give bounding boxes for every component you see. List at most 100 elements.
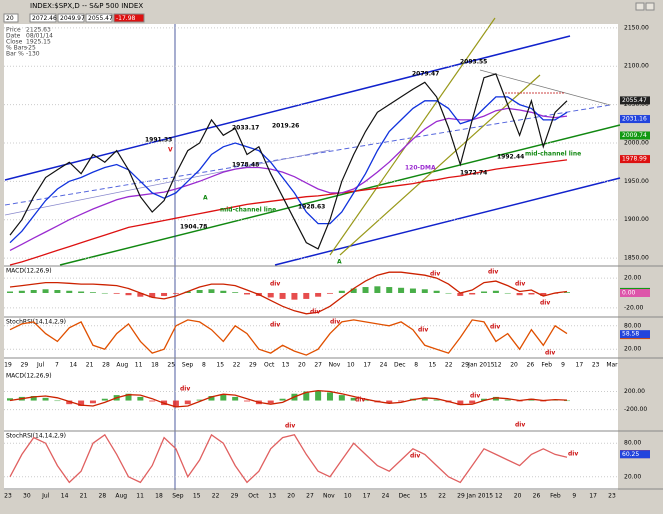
series-line — [9, 389, 568, 408]
x-tick-label: 22 — [445, 362, 453, 369]
min-button[interactable] — [635, 2, 645, 11]
histogram-bar — [481, 398, 488, 401]
x-tick-label: 17 — [589, 493, 597, 500]
histogram-bar — [7, 291, 13, 293]
x-tick-label: Jul — [41, 493, 50, 500]
series-line — [9, 433, 568, 484]
trend-line — [4, 149, 331, 216]
histogram-bar — [398, 287, 405, 293]
x-tick-label: 7 — [55, 362, 59, 369]
x-tick-label: 10 — [344, 493, 352, 500]
histogram-bar — [386, 400, 393, 404]
x-tick-label: Feb — [550, 493, 561, 500]
annotation: div — [470, 393, 480, 400]
histogram-bar — [184, 291, 191, 293]
histogram-bar — [208, 289, 215, 293]
x-tick-label: Dec — [399, 493, 411, 500]
trend-line — [59, 124, 621, 266]
panel-label: MACD(12,26,9) — [6, 268, 52, 275]
annotation: div — [285, 423, 295, 430]
histogram-bar — [315, 390, 322, 401]
series-line — [9, 107, 568, 251]
info-label: Date — [6, 33, 21, 40]
y-tick-label: 20.00 — [624, 473, 641, 480]
y-tick-label: 80.00 — [624, 440, 641, 447]
annotation: 1991.33 — [145, 137, 172, 144]
value-tag-label: 1978.99 — [622, 156, 647, 163]
trend-line — [339, 74, 541, 256]
histogram-bar — [504, 399, 511, 401]
trend-line — [479, 69, 611, 106]
x-tick-label: Mar — [606, 362, 618, 369]
field-value: 2055.47 — [88, 15, 113, 22]
value-tag-label: 2009.74 — [622, 132, 647, 139]
x-tick-label: Oct — [264, 362, 275, 369]
value-tag — [620, 115, 650, 124]
x-tick-label: Oct — [248, 493, 259, 500]
histogram-bar — [326, 292, 333, 294]
histogram-bar — [172, 292, 179, 294]
histogram-bar — [78, 400, 85, 406]
histogram-bar — [161, 292, 168, 296]
annotation: 1904.78 — [180, 224, 207, 231]
x-tick-label: 19 — [4, 362, 12, 369]
histogram-bar — [208, 396, 215, 401]
histogram-bar — [409, 288, 416, 293]
x-tick-label: 30 — [23, 493, 31, 500]
y-tick-label: 1850.00 — [624, 255, 649, 262]
histogram-bar — [66, 400, 73, 405]
info-value: -130 — [26, 51, 40, 58]
histogram-bar — [101, 398, 108, 401]
annotation: 1972.74 — [460, 170, 487, 177]
histogram-bar — [445, 292, 452, 294]
x-tick-label: 29 — [461, 362, 469, 369]
x-tick-label: 28 — [99, 493, 107, 500]
histogram-bar — [326, 392, 333, 401]
series-line — [9, 73, 568, 250]
annotation: A — [337, 259, 342, 266]
x-tick-label: 25 — [167, 362, 175, 369]
histogram-bar — [220, 290, 227, 293]
histogram-bar — [540, 292, 547, 296]
trend-line — [4, 35, 571, 181]
annotation: div — [270, 322, 280, 329]
histogram-bar — [303, 292, 310, 299]
x-tick-label: Aug — [116, 362, 128, 369]
histogram-bar — [492, 396, 499, 401]
histogram-bar — [338, 395, 345, 401]
close-button[interactable] — [645, 2, 655, 11]
x-tick-label: Aug — [115, 493, 127, 500]
info-label: Close — [6, 39, 23, 46]
plot-area — [4, 24, 618, 490]
histogram-bar — [469, 292, 476, 295]
series-line — [9, 96, 568, 244]
y-tick-label: 20.00 — [624, 275, 641, 282]
value-tag-label: 2031.16 — [622, 116, 647, 123]
y-tick-label: -20.00 — [624, 304, 644, 311]
histogram-bar — [564, 400, 570, 402]
annotation: div — [310, 309, 320, 316]
annotation: div — [418, 327, 428, 334]
x-tick-label: 14 — [61, 493, 69, 500]
x-tick-label: 17 — [363, 362, 371, 369]
x-tick-label: 22 — [438, 493, 446, 500]
series-line — [9, 159, 568, 266]
annotation: div — [410, 453, 420, 460]
histogram-bar — [42, 289, 49, 293]
y-tick-label: 200.00 — [624, 388, 645, 395]
annotation: mid-channel line — [220, 207, 276, 214]
histogram-bar — [244, 292, 251, 295]
field-box — [29, 13, 57, 23]
field-value: 20 — [6, 15, 14, 22]
x-tick-label: Jul — [36, 362, 45, 369]
histogram-bar — [54, 400, 61, 402]
histogram-bar — [564, 292, 570, 293]
histogram-bar — [78, 291, 85, 293]
histogram-bar — [184, 400, 191, 405]
x-tick-label: 15 — [419, 493, 427, 500]
series-line — [9, 271, 568, 315]
x-tick-label: Jan 2015 — [466, 493, 494, 500]
histogram-bar — [481, 291, 488, 293]
histogram-bar — [291, 292, 298, 300]
x-tick-label: 20 — [514, 493, 522, 500]
